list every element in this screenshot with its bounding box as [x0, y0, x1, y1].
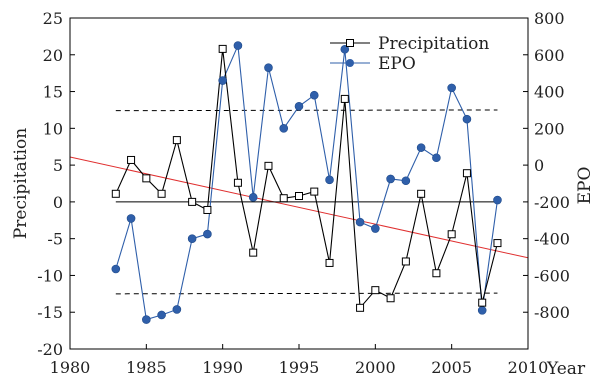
y2-tick-label: -800	[534, 303, 570, 322]
y2-tick-label: -200	[534, 193, 570, 212]
epo-point	[325, 175, 334, 185]
y-tick-label: -15	[37, 303, 63, 322]
reference-lines	[69, 109, 529, 295]
precipitation-point	[325, 258, 334, 267]
x-tick-label: 1985	[126, 358, 167, 377]
trend-line	[69, 156, 529, 259]
precipitation-point	[493, 239, 502, 248]
x-tick-label: 2010	[508, 358, 549, 377]
epo-point	[294, 101, 304, 111]
x-tick-label: 2000	[355, 358, 396, 377]
y-tick-label: 10	[43, 119, 63, 138]
precipitation-point	[264, 161, 273, 170]
epo-point	[203, 229, 212, 239]
epo-point	[462, 114, 472, 124]
epo-point	[493, 195, 502, 205]
y2-tick-label: 0	[534, 156, 544, 175]
epo-point	[126, 214, 136, 223]
y2-tick-label: 600	[534, 46, 565, 65]
x-tick-label: 2005	[431, 358, 472, 377]
precipitation-point	[432, 269, 441, 278]
epo-point	[218, 76, 227, 85]
legend-epo-marker	[346, 59, 354, 67]
precipitation-point	[279, 194, 288, 203]
precipitation-point	[295, 192, 303, 201]
axes: -20 -15 -10 -5 0 5 10 15 20 25 -800 -600 -400 -200 0 20…	[37, 9, 570, 377]
precipitation-point	[310, 187, 319, 196]
epo-point	[432, 153, 441, 163]
series-layer	[111, 41, 502, 324]
epo-point	[340, 44, 350, 54]
upper-dashed-line	[115, 109, 498, 112]
y-axis-label: Precipitation	[11, 128, 31, 239]
precipitation-point	[371, 286, 380, 295]
epo-point	[157, 310, 166, 320]
precipitation-point	[142, 174, 151, 183]
precipitation-point	[447, 230, 456, 239]
y-tick-label: 25	[43, 9, 63, 28]
epo-point	[477, 306, 487, 315]
epo-point	[447, 83, 456, 93]
y-tick-label: -5	[47, 230, 63, 249]
precipitation-point	[172, 136, 181, 145]
precipitation-point	[111, 189, 120, 198]
epo-point	[401, 176, 411, 186]
x-tick-label: 1990	[202, 358, 243, 377]
epo-point	[416, 143, 426, 152]
epo-point	[264, 63, 273, 72]
epo-line	[115, 43, 499, 321]
precipitation-line	[115, 48, 498, 310]
precipitation-point	[218, 44, 227, 53]
precipitation-point	[462, 169, 471, 178]
legend-precipitation-marker	[346, 39, 354, 47]
y2-tick-label: -400	[534, 230, 570, 249]
y-tick-label: 20	[43, 46, 63, 65]
epo-point	[355, 217, 365, 227]
y-tick-label: 0	[53, 193, 63, 212]
precipitation-point	[157, 189, 166, 198]
precipitation-point	[188, 197, 197, 206]
legend-epo-label: EPO	[378, 54, 416, 74]
epo-point	[142, 315, 151, 324]
precipitation-point	[356, 303, 365, 312]
y-tick-label: -10	[37, 266, 63, 285]
epo-point	[172, 305, 182, 314]
y2-tick-label: 800	[534, 9, 565, 28]
epo-point	[309, 90, 319, 100]
legend-precipitation-label: Precipitation	[378, 34, 489, 54]
y-tick-label: 15	[43, 83, 63, 102]
precipitation-point	[417, 189, 426, 198]
x-axis-label: Year	[546, 359, 586, 378]
y2-tick-label: -600	[534, 266, 570, 285]
precipitation-point	[249, 248, 258, 257]
y2-tick-label: 400	[534, 83, 565, 102]
epo-point	[233, 41, 243, 50]
precipitation-point	[478, 298, 487, 307]
precipitation-point	[401, 257, 410, 266]
precipitation-point	[340, 94, 349, 103]
epo-point	[248, 192, 258, 202]
precipitation-point	[233, 178, 242, 187]
epo-point	[187, 234, 197, 243]
epo-point	[386, 174, 395, 184]
precipitation-point	[203, 205, 212, 214]
x-tick-label: 1980	[50, 358, 91, 377]
precipitation-point	[127, 155, 136, 164]
lower-dashed-line	[115, 292, 498, 295]
plot-frame	[69, 17, 529, 350]
x-tick-label: 1995	[279, 358, 320, 377]
epo-point	[111, 264, 121, 274]
precipitation-point	[386, 294, 395, 303]
epo-point	[371, 224, 380, 233]
y2-tick-label: 200	[534, 119, 565, 138]
y-tick-label: -20	[37, 340, 63, 359]
y-tick-label: 5	[53, 156, 63, 175]
y2-axis-label: EPO	[575, 167, 595, 205]
epo-point	[279, 124, 289, 133]
